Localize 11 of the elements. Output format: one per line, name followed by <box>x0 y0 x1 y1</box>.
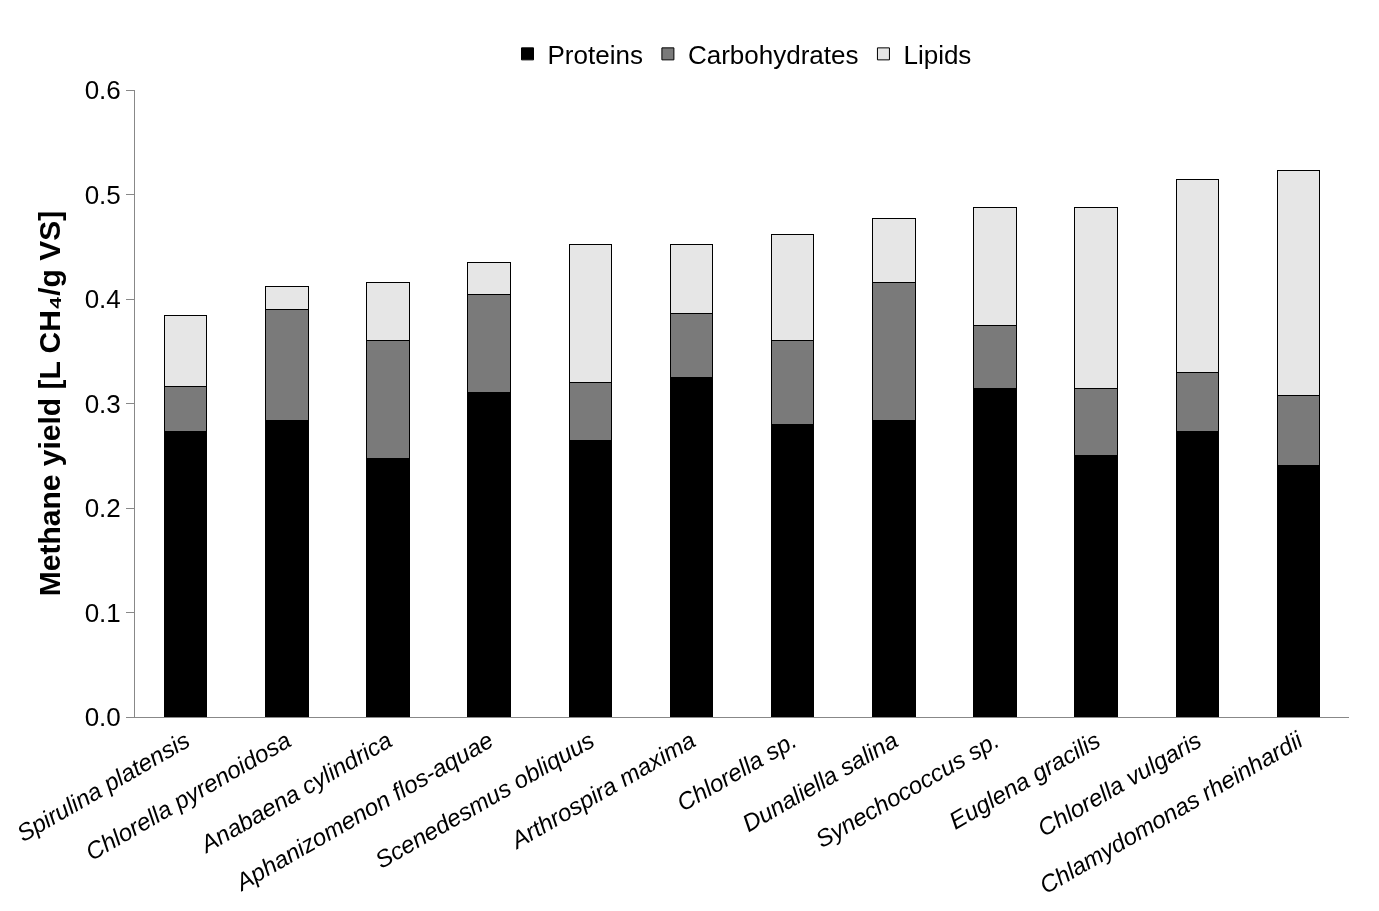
y-tick-label: 0.6 <box>84 75 121 106</box>
y-axis-title: Methane yield [L CH₄/g VS] <box>32 210 66 597</box>
y-tick-label: 0.0 <box>84 702 121 733</box>
legend-label: Lipids <box>903 40 972 70</box>
y-tick-label: 0.1 <box>84 597 121 628</box>
y-tick-label: 0.4 <box>84 284 121 315</box>
y-tick-label: 0.2 <box>84 493 121 524</box>
y-tick-label: 0.5 <box>84 179 121 210</box>
legend-label: Proteins <box>547 40 643 70</box>
legend-label: Carbohydrates <box>687 40 859 70</box>
y-tick-label: 0.3 <box>84 388 121 419</box>
